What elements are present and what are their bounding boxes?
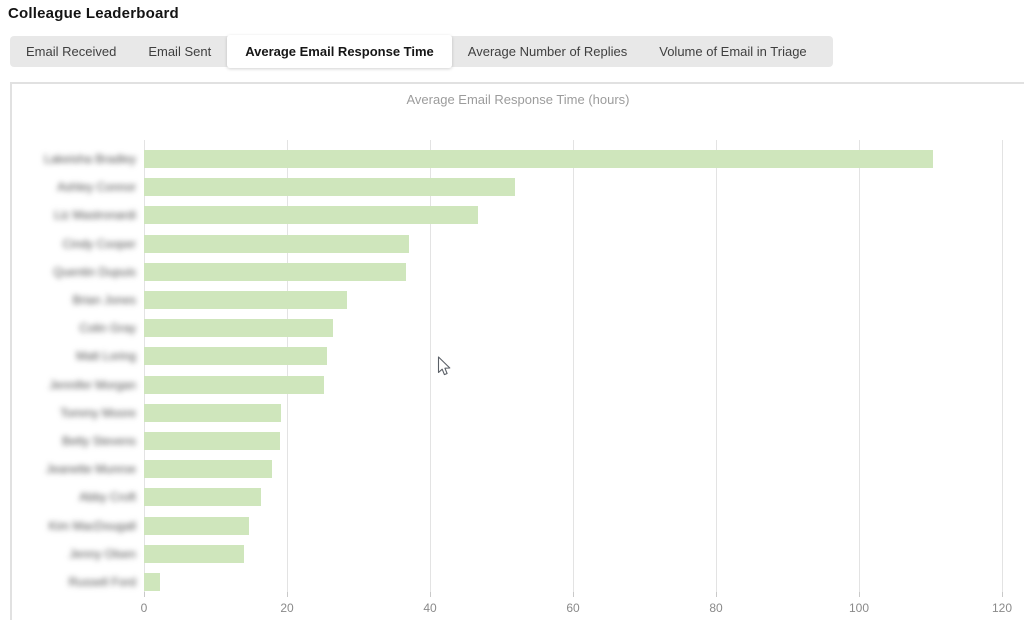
tick-mark-x-60 [573,592,574,597]
category-label-redacted: Cindy Cooper [62,237,136,251]
tick-mark-x-80 [716,592,717,597]
axis-tick-label-20: 20 [280,601,294,615]
category-label-redacted: Colin Gray [79,321,136,335]
tab-email-sent[interactable]: Email Sent [148,44,212,59]
tick-mark-x-20 [287,592,288,597]
axis-tick-label-120: 120 [991,601,1013,615]
bar-row-4[interactable] [144,235,409,253]
bar-row-13[interactable] [144,488,261,506]
tab-avg-email-response-time[interactable]: Average Email Response Time [227,34,452,68]
axis-tick-label-0: 0 [140,601,148,615]
tab-bar: Email Received Email Sent Average Email Re… [10,34,833,68]
gridline-x-40 [430,140,431,592]
bar-row-12[interactable] [144,460,272,478]
gridline-x-60 [573,140,574,592]
bar-row-10[interactable] [144,404,281,422]
page-title: Colleague Leaderboard [8,5,179,22]
category-label-redacted: Jenny Olsen [69,547,136,561]
tick-mark-x-120 [1002,592,1003,597]
tab-email-received[interactable]: Email Received [26,44,117,59]
category-label-redacted: Ashley Connor [57,180,136,194]
category-label-redacted: Lakeisha Bradley [43,152,136,166]
axis-tick-label-40: 40 [423,601,437,615]
category-label-redacted: Abby Croft [79,490,136,504]
category-label-redacted: Liz Mastronardi [53,208,136,222]
category-label-redacted: Tommy Moore [59,406,136,420]
bar-row-1[interactable] [144,150,933,168]
axis-tick-label-80: 80 [709,601,723,615]
bar-chart: 0 20 40 60 80 100 120 Lakeisha Bradley Ashley Co… [44,140,1012,615]
bar-row-8[interactable] [144,347,327,365]
bar-row-11[interactable] [144,432,280,450]
gridline-x-100 [859,140,860,592]
tab-volume-of-email-in-triage[interactable]: Volume of Email in Triage [659,44,807,59]
bar-row-15[interactable] [144,545,244,563]
tick-mark-x-0 [144,592,145,597]
gridline-x-0 [144,140,145,592]
mouse-cursor-icon [437,356,451,376]
axis-tick-label-100: 100 [848,601,870,615]
gridline-x-80 [716,140,717,592]
chart-panel: Average Email Response Time (hours) 0 20 4… [10,82,1024,620]
bar-row-14[interactable] [144,517,249,535]
bar-row-2[interactable] [144,178,515,196]
bar-row-6[interactable] [144,291,347,309]
category-label-redacted: Russell Ford [68,575,136,589]
bar-row-5[interactable] [144,263,406,281]
gridline-x-20 [287,140,288,592]
category-label-redacted: Kim MacDougall [48,519,136,533]
bar-row-7[interactable] [144,319,333,337]
bar-row-16[interactable] [144,573,160,591]
axis-tick-label-60: 60 [566,601,580,615]
category-label-redacted: Quentin Dupuis [53,265,136,279]
bar-row-9[interactable] [144,376,324,394]
tab-avg-number-of-replies[interactable]: Average Number of Replies [467,44,628,59]
tick-mark-x-40 [430,592,431,597]
chart-title: Average Email Response Time (hours) [406,92,630,107]
category-label-redacted: Betty Stevens [61,434,136,448]
tick-mark-x-100 [859,592,860,597]
bar-row-3[interactable] [144,206,478,224]
category-label-redacted: Jeanette Munroe [45,462,136,476]
category-label-redacted: Matt Loring [75,349,136,363]
gridline-x-120 [1002,140,1003,592]
category-label-redacted: Jennifer Morgan [49,378,136,392]
category-label-redacted: Brian Jones [72,293,136,307]
